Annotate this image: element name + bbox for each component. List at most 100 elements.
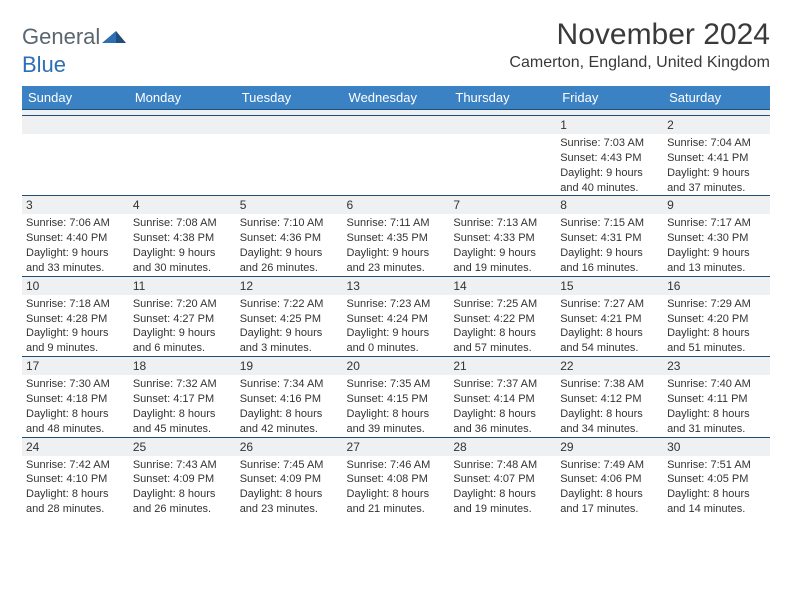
day-facts: Sunrise: 7:20 AMSunset: 4:27 PMDaylight:… [129, 295, 236, 356]
daylight-line: Daylight: 8 hours and 42 minutes. [240, 407, 339, 437]
calendar-page: General November 2024 Camerton, England,… [0, 0, 792, 529]
daylight-line: Daylight: 8 hours and 19 minutes. [453, 487, 552, 517]
calendar-week-row: 24Sunrise: 7:42 AMSunset: 4:10 PMDayligh… [22, 437, 770, 517]
calendar-week-row: 10Sunrise: 7:18 AMSunset: 4:28 PMDayligh… [22, 276, 770, 356]
day-facts: Sunrise: 7:37 AMSunset: 4:14 PMDaylight:… [449, 375, 556, 436]
day-number: 8 [556, 196, 663, 214]
calendar-day-cell: 9Sunrise: 7:17 AMSunset: 4:30 PMDaylight… [663, 196, 770, 276]
calendar-week-row: 1Sunrise: 7:03 AMSunset: 4:43 PMDaylight… [22, 116, 770, 196]
daylight-line: Daylight: 8 hours and 54 minutes. [560, 326, 659, 356]
day-facts: Sunrise: 7:40 AMSunset: 4:11 PMDaylight:… [663, 375, 770, 436]
sunset-line: Sunset: 4:14 PM [453, 392, 552, 407]
calendar-day-cell: 21Sunrise: 7:37 AMSunset: 4:14 PMDayligh… [449, 357, 556, 437]
day-facts: Sunrise: 7:25 AMSunset: 4:22 PMDaylight:… [449, 295, 556, 356]
day-facts: Sunrise: 7:03 AMSunset: 4:43 PMDaylight:… [556, 134, 663, 195]
sunset-line: Sunset: 4:20 PM [667, 312, 766, 327]
month-title: November 2024 [509, 18, 770, 52]
daylight-line: Daylight: 8 hours and 36 minutes. [453, 407, 552, 437]
day-number: 25 [129, 438, 236, 456]
calendar-day-cell: 23Sunrise: 7:40 AMSunset: 4:11 PMDayligh… [663, 357, 770, 437]
daylight-line: Daylight: 8 hours and 28 minutes. [26, 487, 125, 517]
sunset-line: Sunset: 4:22 PM [453, 312, 552, 327]
calendar-day-cell: 24Sunrise: 7:42 AMSunset: 4:10 PMDayligh… [22, 437, 129, 517]
daylight-line: Daylight: 9 hours and 33 minutes. [26, 246, 125, 276]
daylight-line: Daylight: 8 hours and 34 minutes. [560, 407, 659, 437]
day-number: 26 [236, 438, 343, 456]
day-number: 9 [663, 196, 770, 214]
day-header: Thursday [449, 86, 556, 110]
day-header: Sunday [22, 86, 129, 110]
calendar-day-cell: 7Sunrise: 7:13 AMSunset: 4:33 PMDaylight… [449, 196, 556, 276]
day-number: 1 [556, 116, 663, 134]
sunrise-line: Sunrise: 7:48 AM [453, 458, 552, 473]
sunrise-line: Sunrise: 7:23 AM [347, 297, 446, 312]
calendar-day-cell: 20Sunrise: 7:35 AMSunset: 4:15 PMDayligh… [343, 357, 450, 437]
day-number: 21 [449, 357, 556, 375]
daylight-line: Daylight: 8 hours and 23 minutes. [240, 487, 339, 517]
day-number: 15 [556, 277, 663, 295]
daylight-line: Daylight: 9 hours and 6 minutes. [133, 326, 232, 356]
day-facts: Sunrise: 7:15 AMSunset: 4:31 PMDaylight:… [556, 214, 663, 275]
daylight-line: Daylight: 9 hours and 0 minutes. [347, 326, 446, 356]
day-facts: Sunrise: 7:43 AMSunset: 4:09 PMDaylight:… [129, 456, 236, 517]
sunset-line: Sunset: 4:06 PM [560, 472, 659, 487]
day-number: 27 [343, 438, 450, 456]
daylight-line: Daylight: 9 hours and 3 minutes. [240, 326, 339, 356]
daylight-line: Daylight: 8 hours and 21 minutes. [347, 487, 446, 517]
sunrise-line: Sunrise: 7:32 AM [133, 377, 232, 392]
daylight-line: Daylight: 8 hours and 14 minutes. [667, 487, 766, 517]
calendar-day-cell [22, 116, 129, 196]
daylight-line: Daylight: 9 hours and 37 minutes. [667, 166, 766, 196]
sunrise-line: Sunrise: 7:45 AM [240, 458, 339, 473]
sunset-line: Sunset: 4:09 PM [133, 472, 232, 487]
calendar-day-cell: 18Sunrise: 7:32 AMSunset: 4:17 PMDayligh… [129, 357, 236, 437]
daylight-line: Daylight: 8 hours and 48 minutes. [26, 407, 125, 437]
sunrise-line: Sunrise: 7:22 AM [240, 297, 339, 312]
calendar-day-cell: 6Sunrise: 7:11 AMSunset: 4:35 PMDaylight… [343, 196, 450, 276]
day-number: 4 [129, 196, 236, 214]
sunset-line: Sunset: 4:17 PM [133, 392, 232, 407]
day-facts: Sunrise: 7:27 AMSunset: 4:21 PMDaylight:… [556, 295, 663, 356]
sunrise-line: Sunrise: 7:29 AM [667, 297, 766, 312]
day-facts: Sunrise: 7:06 AMSunset: 4:40 PMDaylight:… [22, 214, 129, 275]
day-facts: Sunrise: 7:08 AMSunset: 4:38 PMDaylight:… [129, 214, 236, 275]
daylight-line: Daylight: 8 hours and 57 minutes. [453, 326, 552, 356]
day-facts: Sunrise: 7:46 AMSunset: 4:08 PMDaylight:… [343, 456, 450, 517]
day-number: 23 [663, 357, 770, 375]
sunset-line: Sunset: 4:30 PM [667, 231, 766, 246]
sunset-line: Sunset: 4:11 PM [667, 392, 766, 407]
daylight-line: Daylight: 9 hours and 26 minutes. [240, 246, 339, 276]
sunrise-line: Sunrise: 7:43 AM [133, 458, 232, 473]
day-number [343, 116, 450, 134]
day-number: 19 [236, 357, 343, 375]
sunset-line: Sunset: 4:21 PM [560, 312, 659, 327]
sunset-line: Sunset: 4:05 PM [667, 472, 766, 487]
day-number: 22 [556, 357, 663, 375]
day-number: 2 [663, 116, 770, 134]
calendar-day-cell [343, 116, 450, 196]
day-facts: Sunrise: 7:22 AMSunset: 4:25 PMDaylight:… [236, 295, 343, 356]
calendar-day-cell [449, 116, 556, 196]
sunrise-line: Sunrise: 7:11 AM [347, 216, 446, 231]
day-number: 24 [22, 438, 129, 456]
sunrise-line: Sunrise: 7:40 AM [667, 377, 766, 392]
day-number: 12 [236, 277, 343, 295]
day-facts: Sunrise: 7:13 AMSunset: 4:33 PMDaylight:… [449, 214, 556, 275]
calendar-day-cell: 17Sunrise: 7:30 AMSunset: 4:18 PMDayligh… [22, 357, 129, 437]
day-number: 11 [129, 277, 236, 295]
sunset-line: Sunset: 4:33 PM [453, 231, 552, 246]
calendar-day-cell: 3Sunrise: 7:06 AMSunset: 4:40 PMDaylight… [22, 196, 129, 276]
sunset-line: Sunset: 4:41 PM [667, 151, 766, 166]
day-facts: Sunrise: 7:11 AMSunset: 4:35 PMDaylight:… [343, 214, 450, 275]
day-facts: Sunrise: 7:45 AMSunset: 4:09 PMDaylight:… [236, 456, 343, 517]
sunrise-line: Sunrise: 7:15 AM [560, 216, 659, 231]
daylight-line: Daylight: 9 hours and 30 minutes. [133, 246, 232, 276]
sunrise-line: Sunrise: 7:18 AM [26, 297, 125, 312]
day-facts: Sunrise: 7:29 AMSunset: 4:20 PMDaylight:… [663, 295, 770, 356]
calendar-day-cell [236, 116, 343, 196]
sunset-line: Sunset: 4:15 PM [347, 392, 446, 407]
sunrise-line: Sunrise: 7:10 AM [240, 216, 339, 231]
day-facts: Sunrise: 7:38 AMSunset: 4:12 PMDaylight:… [556, 375, 663, 436]
logo-mark-icon [102, 25, 128, 50]
sunset-line: Sunset: 4:08 PM [347, 472, 446, 487]
